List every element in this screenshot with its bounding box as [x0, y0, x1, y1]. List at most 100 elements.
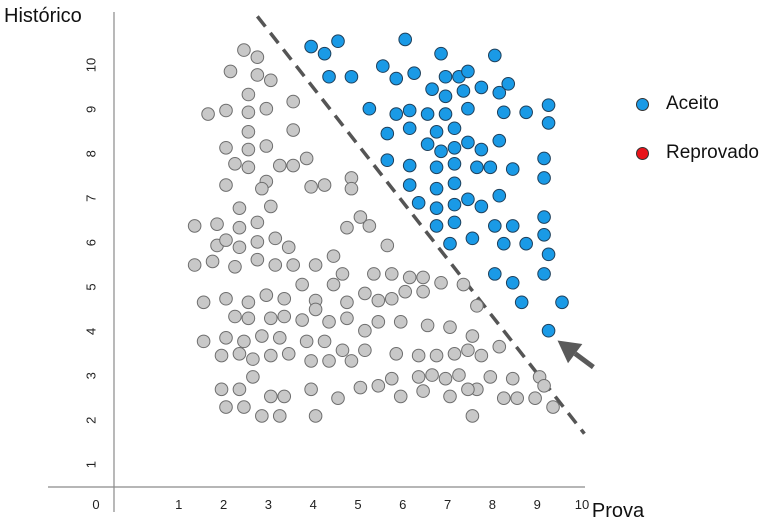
point-aceito [488, 219, 502, 233]
point-unlabeled [264, 389, 278, 404]
point-unlabeled [286, 123, 301, 137]
point-aceito [434, 46, 448, 61]
point-unlabeled [264, 73, 278, 88]
y-tick-label: 3 [83, 372, 98, 379]
point-unlabeled [281, 347, 296, 361]
point-aceito [344, 69, 359, 84]
y-axis-label: Histórico [4, 5, 82, 27]
point-aceito [483, 160, 498, 175]
axes [48, 12, 585, 512]
point-aceito [402, 103, 417, 118]
point-unlabeled [196, 334, 211, 349]
point-unlabeled [268, 231, 283, 246]
point-unlabeled [344, 354, 359, 368]
y-tick-label: 1 [83, 461, 98, 468]
point-unlabeled [259, 288, 274, 302]
point-aceito [447, 156, 462, 171]
point-aceito [380, 153, 395, 168]
point-unlabeled [299, 151, 314, 166]
tick-labels: 1 2 3 4 5 6 7 8 9 10 1 2 3 4 5 6 7 8 9 10 [83, 58, 589, 512]
point-unlabeled [340, 220, 354, 235]
point-unlabeled [259, 101, 274, 116]
point-unlabeled [241, 125, 256, 139]
point-unlabeled [416, 270, 430, 285]
point-unlabeled [447, 347, 462, 361]
point-unlabeled [483, 370, 498, 384]
point-aceito [438, 107, 453, 121]
y-tick-label: 6 [83, 239, 98, 246]
point-unlabeled [272, 409, 287, 423]
point-aceito [438, 69, 453, 84]
point-unlabeled [322, 315, 336, 329]
point-aceito [438, 89, 453, 104]
point-aceito [447, 121, 462, 136]
point-unlabeled [420, 318, 435, 333]
point-unlabeled [371, 378, 386, 393]
point-unlabeled [241, 87, 256, 102]
x-tick-label: 6 [399, 497, 406, 512]
point-unlabeled [237, 400, 251, 414]
point-unlabeled [241, 142, 256, 157]
point-aceito [380, 126, 395, 141]
point-unlabeled [201, 107, 215, 121]
point-aceito [492, 188, 507, 203]
legend-swatch-aceito [636, 97, 649, 111]
point-unlabeled [308, 302, 323, 317]
point-unlabeled [465, 329, 480, 343]
point-unlabeled [250, 235, 265, 249]
legend-item-reprovado: Reprovado [636, 141, 759, 165]
point-unlabeled [384, 267, 399, 281]
y-tick-label: 8 [83, 150, 98, 157]
point-unlabeled [389, 347, 404, 361]
point-unlabeled [246, 352, 260, 366]
point-unlabeled [474, 348, 489, 363]
point-unlabeled [358, 286, 372, 301]
point-unlabeled [237, 43, 251, 57]
point-unlabeled [241, 105, 256, 120]
arrow-shaft [573, 351, 595, 370]
point-unlabeled [295, 313, 309, 327]
point-aceito [434, 144, 448, 159]
y-tick-label: 10 [83, 58, 98, 72]
legend-label-aceito: Aceito [666, 93, 719, 114]
point-unlabeled [286, 94, 301, 109]
point-aceito [470, 160, 484, 175]
point-unlabeled [402, 270, 417, 285]
point-unlabeled [299, 334, 314, 349]
point-unlabeled [331, 391, 345, 406]
point-aceito [496, 105, 511, 120]
point-unlabeled [196, 295, 211, 310]
point-unlabeled [335, 267, 350, 281]
point-unlabeled [411, 348, 426, 363]
point-aceito [488, 48, 502, 63]
point-aceito [537, 267, 551, 281]
arrow-head [557, 340, 583, 364]
point-unlabeled [232, 382, 247, 397]
point-unlabeled [398, 284, 413, 299]
point-unlabeled [214, 348, 229, 363]
point-unlabeled [241, 295, 256, 310]
point-unlabeled [335, 343, 350, 358]
y-tick-label: 9 [83, 106, 98, 113]
point-unlabeled [393, 389, 408, 404]
point-unlabeled [228, 259, 242, 274]
point-unlabeled [232, 201, 247, 215]
point-unlabeled [326, 249, 341, 263]
point-aceito [541, 98, 556, 112]
point-unlabeled [416, 284, 430, 299]
x-tick-label: 7 [444, 497, 451, 512]
point-unlabeled [241, 160, 256, 175]
point-aceito [541, 247, 556, 262]
point-unlabeled [277, 309, 292, 324]
point-unlabeled [232, 220, 247, 235]
point-aceito [461, 192, 475, 207]
point-unlabeled [384, 291, 399, 306]
point-unlabeled [537, 378, 551, 393]
point-unlabeled [259, 139, 274, 153]
point-unlabeled [461, 382, 475, 397]
point-aceito [501, 77, 516, 91]
y-tick-label: 2 [83, 417, 98, 424]
point-aceito [317, 46, 332, 61]
point-aceito [402, 158, 417, 173]
point-unlabeled [304, 180, 318, 194]
